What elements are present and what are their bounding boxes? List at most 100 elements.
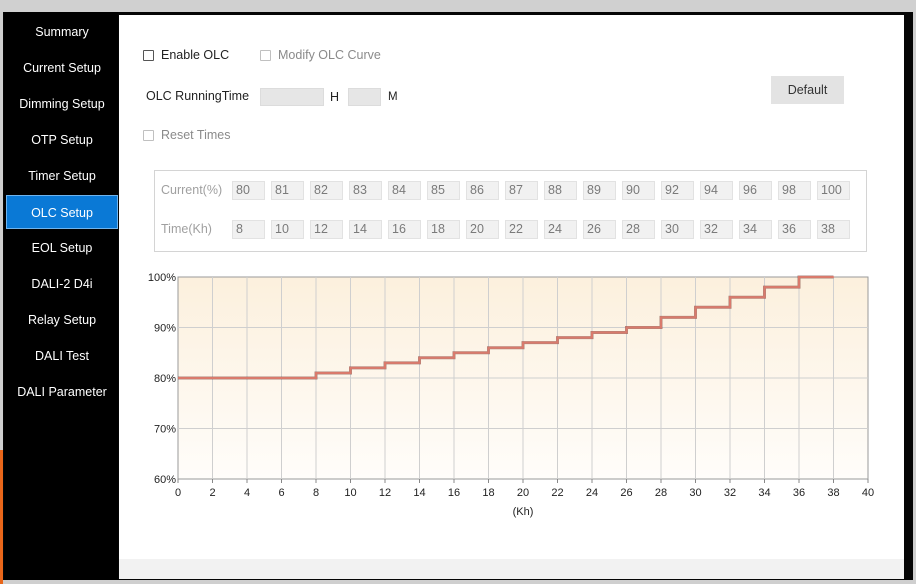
sidebar-item-timer-setup[interactable]: Timer Setup [28,169,96,183]
current-cell[interactable]: 94 [700,181,733,200]
current-cell[interactable]: 81 [271,181,304,200]
olc-running-time-label: OLC RunningTime [146,89,250,103]
default-button[interactable]: Default [771,76,844,104]
current-cell[interactable]: 87 [505,181,538,200]
modify-olc-curve-label[interactable]: Modify OLC Curve [278,48,381,62]
sidebar-item-relay-setup[interactable]: Relay Setup [27,313,97,327]
data-point [591,331,593,334]
sidebar-item-dali-2-d4i[interactable]: DALI-2 D4i [31,277,93,291]
current-cell[interactable]: 98 [778,181,811,200]
x-tick-label: 40 [862,487,874,499]
time-cell[interactable]: 20 [466,220,499,239]
data-point [729,296,731,298]
sidebar-item-summary[interactable]: Summary [35,25,89,39]
time-cell[interactable]: 14 [349,220,382,239]
x-tick-label: 4 [244,487,250,499]
x-tick-label: 38 [827,487,839,499]
reset-times-checkbox[interactable] [143,130,154,141]
data-point [418,357,421,359]
x-tick-label: 28 [655,487,667,499]
data-point [832,276,835,278]
data-point [798,276,800,278]
sidebar-item-current-setup[interactable]: Current Setup [23,61,101,75]
data-point [315,372,317,374]
x-tick-label: 18 [482,487,494,499]
current-cell[interactable]: 80 [232,181,265,200]
time-cell[interactable]: 34 [739,220,772,239]
sidebar-item-olc-setup[interactable]: OLC Setup [6,195,118,229]
y-tick-label: 100% [148,272,176,284]
current-cell[interactable]: 90 [622,181,655,200]
y-tick-label: 70% [154,424,176,436]
current-row-label: Current(%) [161,183,223,197]
time-cell[interactable]: 8 [232,220,265,239]
current-cell[interactable]: 89 [583,181,616,200]
sidebar-item-otp-setup[interactable]: OTP Setup [31,133,93,147]
sidebar-item-eol-setup[interactable]: EOL Setup [31,241,93,255]
current-cell[interactable]: 100 [817,181,850,200]
current-cell[interactable]: 86 [466,181,499,200]
panel-footer [119,559,904,579]
data-point [763,286,766,288]
sidebar [4,12,118,580]
time-cell[interactable]: 22 [505,220,538,239]
time-cell[interactable]: 16 [388,220,421,239]
data-point [349,367,352,369]
minutes-unit-label: M [388,91,398,103]
time-cell[interactable]: 28 [622,220,655,239]
data-point [453,351,455,354]
x-tick-label: 14 [413,487,425,499]
data-point [384,362,386,364]
x-tick-label: 26 [620,487,632,499]
time-cell[interactable]: 10 [271,220,304,239]
x-tick-label: 2 [209,487,215,499]
modify-olc-curve-checkbox[interactable] [260,50,271,61]
y-tick-label: 60% [154,474,176,486]
y-tick-label: 90% [154,323,176,335]
x-axis-label: (Kh) [513,506,534,518]
time-cell[interactable]: 32 [700,220,733,239]
x-tick-label: 10 [344,487,356,499]
running-time-minutes-input[interactable] [348,88,381,106]
reset-times-label[interactable]: Reset Times [161,128,231,142]
x-tick-label: 0 [175,487,181,499]
time-row-label: Time(Kh) [161,222,212,236]
x-tick-label: 30 [689,487,701,499]
x-tick-label: 32 [724,487,736,499]
time-cell[interactable]: 26 [583,220,616,239]
current-cell[interactable]: 82 [310,181,343,200]
time-cell[interactable]: 24 [544,220,577,239]
window-top-bar [0,0,916,12]
current-cell[interactable]: 85 [427,181,460,200]
x-tick-label: 16 [448,487,460,499]
current-cell[interactable]: 83 [349,181,382,200]
current-cell[interactable]: 88 [544,181,577,200]
x-tick-label: 20 [517,487,529,499]
enable-olc-label[interactable]: Enable OLC [161,48,230,62]
x-tick-label: 8 [313,487,319,499]
x-tick-label: 22 [551,487,563,499]
data-point [694,306,697,309]
time-cell[interactable]: 12 [310,220,343,239]
time-cell[interactable]: 38 [817,220,850,239]
data-point [625,326,628,329]
x-tick-label: 12 [379,487,391,499]
sidebar-item-dali-test[interactable]: DALI Test [35,349,89,363]
sidebar-item-dimming-setup[interactable]: Dimming Setup [19,97,105,111]
current-cell[interactable]: 84 [388,181,421,200]
enable-olc-checkbox[interactable] [143,50,154,61]
data-point [660,316,662,319]
x-tick-label: 24 [586,487,598,499]
background-window-edge [0,450,3,584]
time-cell[interactable]: 30 [661,220,694,239]
sidebar-item-dali-parameter[interactable]: DALI Parameter [17,385,107,399]
data-point [487,346,490,349]
running-time-hours-input[interactable] [260,88,324,106]
hours-unit-label: H [330,90,340,104]
current-cell[interactable]: 96 [739,181,772,200]
time-cell[interactable]: 36 [778,220,811,239]
data-point [556,336,559,339]
x-tick-label: 6 [278,487,284,499]
current-cell[interactable]: 92 [661,181,694,200]
time-cell[interactable]: 18 [427,220,460,239]
